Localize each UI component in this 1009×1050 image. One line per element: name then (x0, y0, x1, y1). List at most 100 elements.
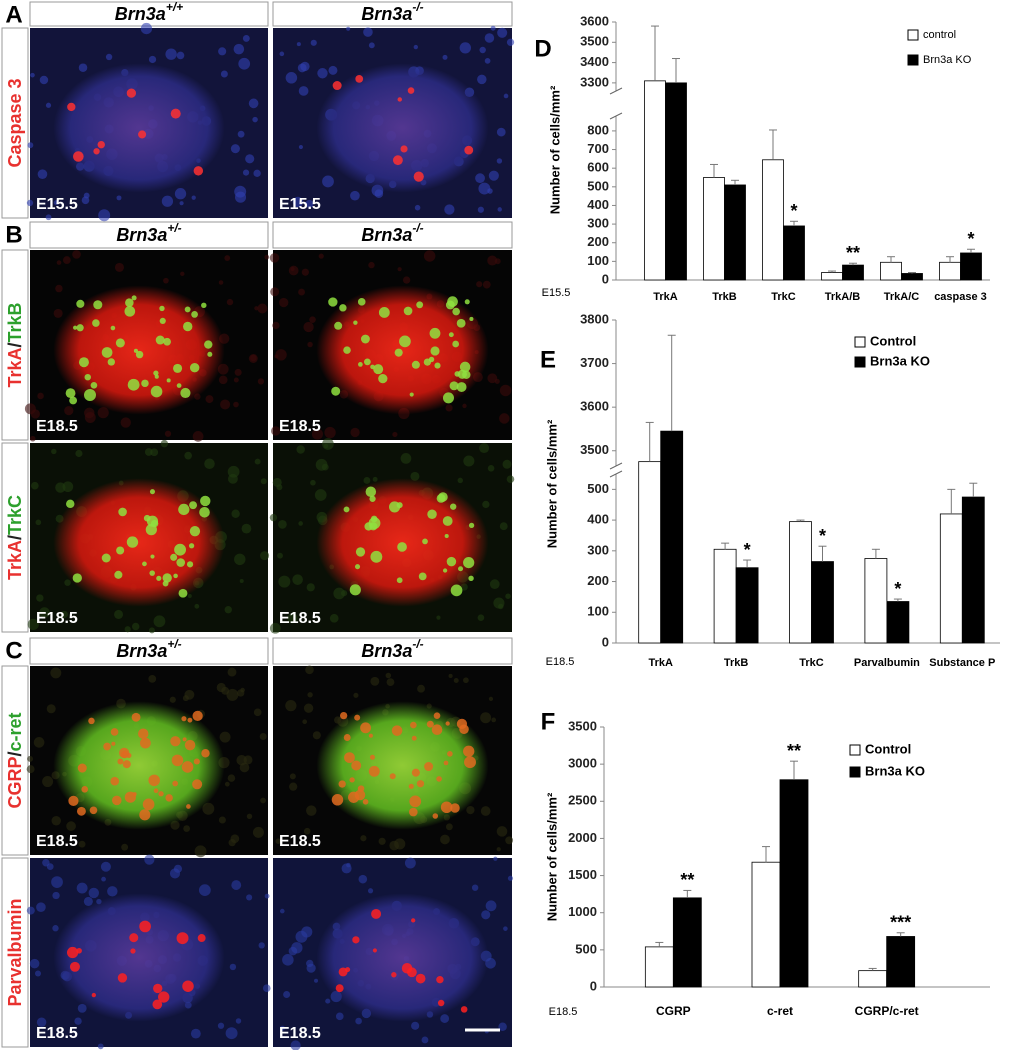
cell (349, 584, 361, 596)
speck (325, 998, 331, 1004)
cell (117, 758, 124, 765)
cell (158, 991, 170, 1003)
significance: * (894, 579, 901, 599)
speck (275, 838, 282, 844)
cell (446, 556, 457, 567)
cell (90, 381, 98, 389)
cell (459, 724, 469, 735)
speck (283, 990, 291, 998)
speck (243, 755, 253, 765)
cell (411, 918, 416, 923)
speck (279, 908, 285, 914)
speck (279, 1025, 285, 1031)
significance: ** (680, 870, 694, 890)
speck (490, 25, 496, 31)
speck (227, 774, 236, 782)
bar (638, 461, 662, 644)
cell (192, 779, 203, 790)
cell (416, 780, 425, 788)
cell (357, 298, 366, 306)
x-tick-label: TrkC (771, 291, 796, 303)
speck (463, 677, 469, 684)
column-header (29, 637, 269, 665)
y-tick-label: 400 (587, 512, 609, 527)
speck (370, 676, 380, 686)
y-tick-label: 0 (602, 271, 609, 286)
cell (170, 736, 181, 747)
speck (252, 826, 264, 838)
stain-part: TrkB (5, 302, 25, 342)
speck (224, 606, 232, 614)
speck (83, 896, 93, 906)
bar (880, 261, 902, 281)
speck (436, 615, 441, 620)
speck (457, 477, 463, 484)
speck (271, 426, 281, 436)
cell (391, 972, 397, 978)
speck (239, 578, 244, 583)
cell (76, 299, 85, 308)
stain-part: TrkC (5, 495, 25, 535)
speck (66, 821, 76, 831)
cell (368, 765, 380, 777)
speck (227, 465, 240, 478)
cell (182, 737, 187, 742)
stain-label: TrkA/TrkB (5, 302, 25, 387)
speck (252, 116, 258, 123)
cell (97, 140, 105, 149)
cell (449, 381, 459, 391)
cell (447, 751, 453, 757)
speck (238, 57, 251, 70)
speck (26, 765, 35, 774)
cell (138, 728, 149, 739)
cell (159, 305, 165, 312)
cell (355, 547, 366, 557)
cell (66, 946, 79, 959)
speck (333, 587, 345, 600)
speck (306, 963, 316, 973)
speck (480, 712, 492, 724)
x-tick-label: caspase 3 (934, 291, 987, 303)
speck (479, 443, 490, 454)
speck (101, 876, 106, 882)
speck (62, 256, 71, 264)
axis-break (609, 87, 623, 95)
speck (324, 426, 336, 439)
cell (407, 87, 415, 94)
x-tick-label: TrkB (724, 657, 749, 669)
speck (234, 553, 246, 566)
speck (350, 427, 360, 438)
cell (181, 716, 187, 722)
cell (101, 347, 113, 358)
cell (84, 373, 91, 381)
speck (481, 910, 491, 920)
cell (111, 741, 116, 746)
speck (303, 321, 314, 333)
cell (430, 346, 440, 356)
bar (751, 861, 781, 988)
cell (176, 932, 189, 945)
cell (399, 335, 411, 348)
bar (724, 184, 746, 281)
cell (200, 495, 211, 507)
speck (176, 51, 185, 60)
speck (270, 287, 280, 297)
y-tick-label: 1000 (568, 904, 597, 919)
cell (397, 97, 402, 102)
column-header-label: Brn3a+/+ (115, 0, 183, 24)
legend-swatch (854, 336, 866, 348)
stain-label-box (1, 249, 29, 441)
speck (260, 797, 266, 804)
cell (400, 145, 408, 153)
gene: Brn3a (361, 641, 412, 661)
significance: * (744, 540, 751, 560)
cell (424, 762, 434, 772)
speck (234, 368, 242, 376)
cell (378, 307, 390, 318)
cell (130, 948, 136, 954)
legend-swatch (854, 356, 866, 368)
age-label: E15.5 (279, 196, 321, 213)
y-tick-label: 500 (587, 481, 609, 496)
bar (665, 82, 687, 281)
speck (298, 288, 306, 296)
